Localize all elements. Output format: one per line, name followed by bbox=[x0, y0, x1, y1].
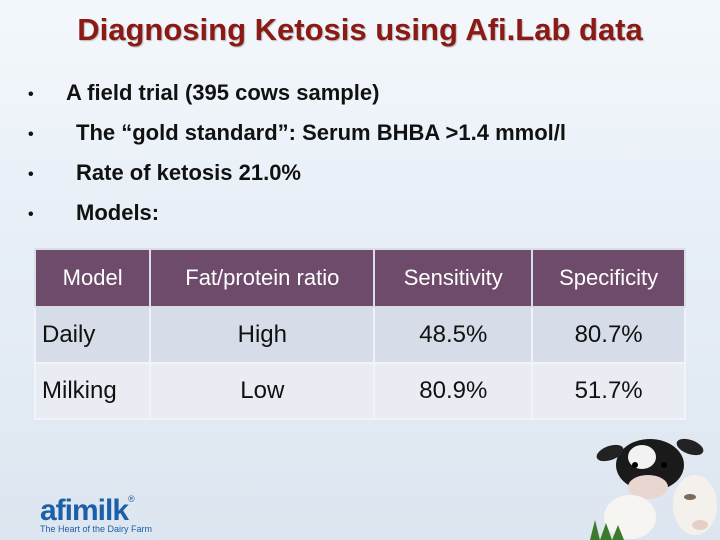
cell-sensitivity: 48.5% bbox=[373, 306, 534, 364]
bullet-list: • A field trial (395 cows sample) • The … bbox=[28, 80, 718, 240]
cell-fat-protein-ratio: High bbox=[149, 306, 376, 364]
bullet-item: • A field trial (395 cows sample) bbox=[28, 80, 718, 120]
cow-goat-illustration-icon bbox=[590, 438, 717, 540]
bullet-item: • Models: bbox=[28, 200, 718, 240]
logo-word: afimilk bbox=[40, 494, 129, 527]
bullet-dot-icon: • bbox=[28, 126, 34, 143]
logo-registered-mark: ® bbox=[128, 494, 135, 504]
cell-specificity: 51.7% bbox=[531, 362, 686, 420]
header-specificity: Specificity bbox=[531, 248, 686, 308]
table-header-row: Model Fat/protein ratio Sensitivity Spec… bbox=[33, 248, 686, 308]
header-sensitivity: Sensitivity bbox=[373, 248, 534, 308]
bullet-dot-icon: • bbox=[28, 166, 34, 183]
afimilk-logo: afimilk® The Heart of the Dairy Farm bbox=[40, 494, 152, 534]
bullet-text: Rate of ketosis 21.0% bbox=[76, 160, 301, 185]
bullet-text: A field trial (395 cows sample) bbox=[66, 80, 380, 105]
bullet-dot-icon: • bbox=[28, 86, 34, 103]
logo-tagline: The Heart of the Dairy Farm bbox=[40, 524, 153, 534]
slide-title: Diagnosing Ketosis using Afi.Lab data bbox=[77, 12, 643, 47]
bullet-text: Models: bbox=[76, 200, 160, 225]
table-row: Milking Low 80.9% 51.7% bbox=[33, 362, 686, 420]
header-fat-protein-ratio: Fat/protein ratio bbox=[149, 248, 376, 308]
cell-model: Milking bbox=[33, 362, 152, 420]
bullet-item: • Rate of ketosis 21.0% bbox=[28, 160, 718, 200]
bullet-text: The “gold standard”: Serum BHBA >1.4 mmo… bbox=[76, 120, 566, 145]
cell-sensitivity: 80.9% bbox=[373, 362, 534, 420]
cell-specificity: 80.7% bbox=[531, 306, 686, 364]
bullet-dot-icon: • bbox=[28, 206, 34, 223]
models-table: Model Fat/protein ratio Sensitivity Spec… bbox=[33, 248, 686, 420]
cell-fat-protein-ratio: Low bbox=[149, 362, 376, 420]
cell-model: Daily bbox=[33, 306, 152, 364]
table-row: Daily High 48.5% 80.7% bbox=[33, 306, 686, 364]
header-model: Model bbox=[33, 248, 152, 308]
bullet-item: • The “gold standard”: Serum BHBA >1.4 m… bbox=[28, 120, 718, 160]
